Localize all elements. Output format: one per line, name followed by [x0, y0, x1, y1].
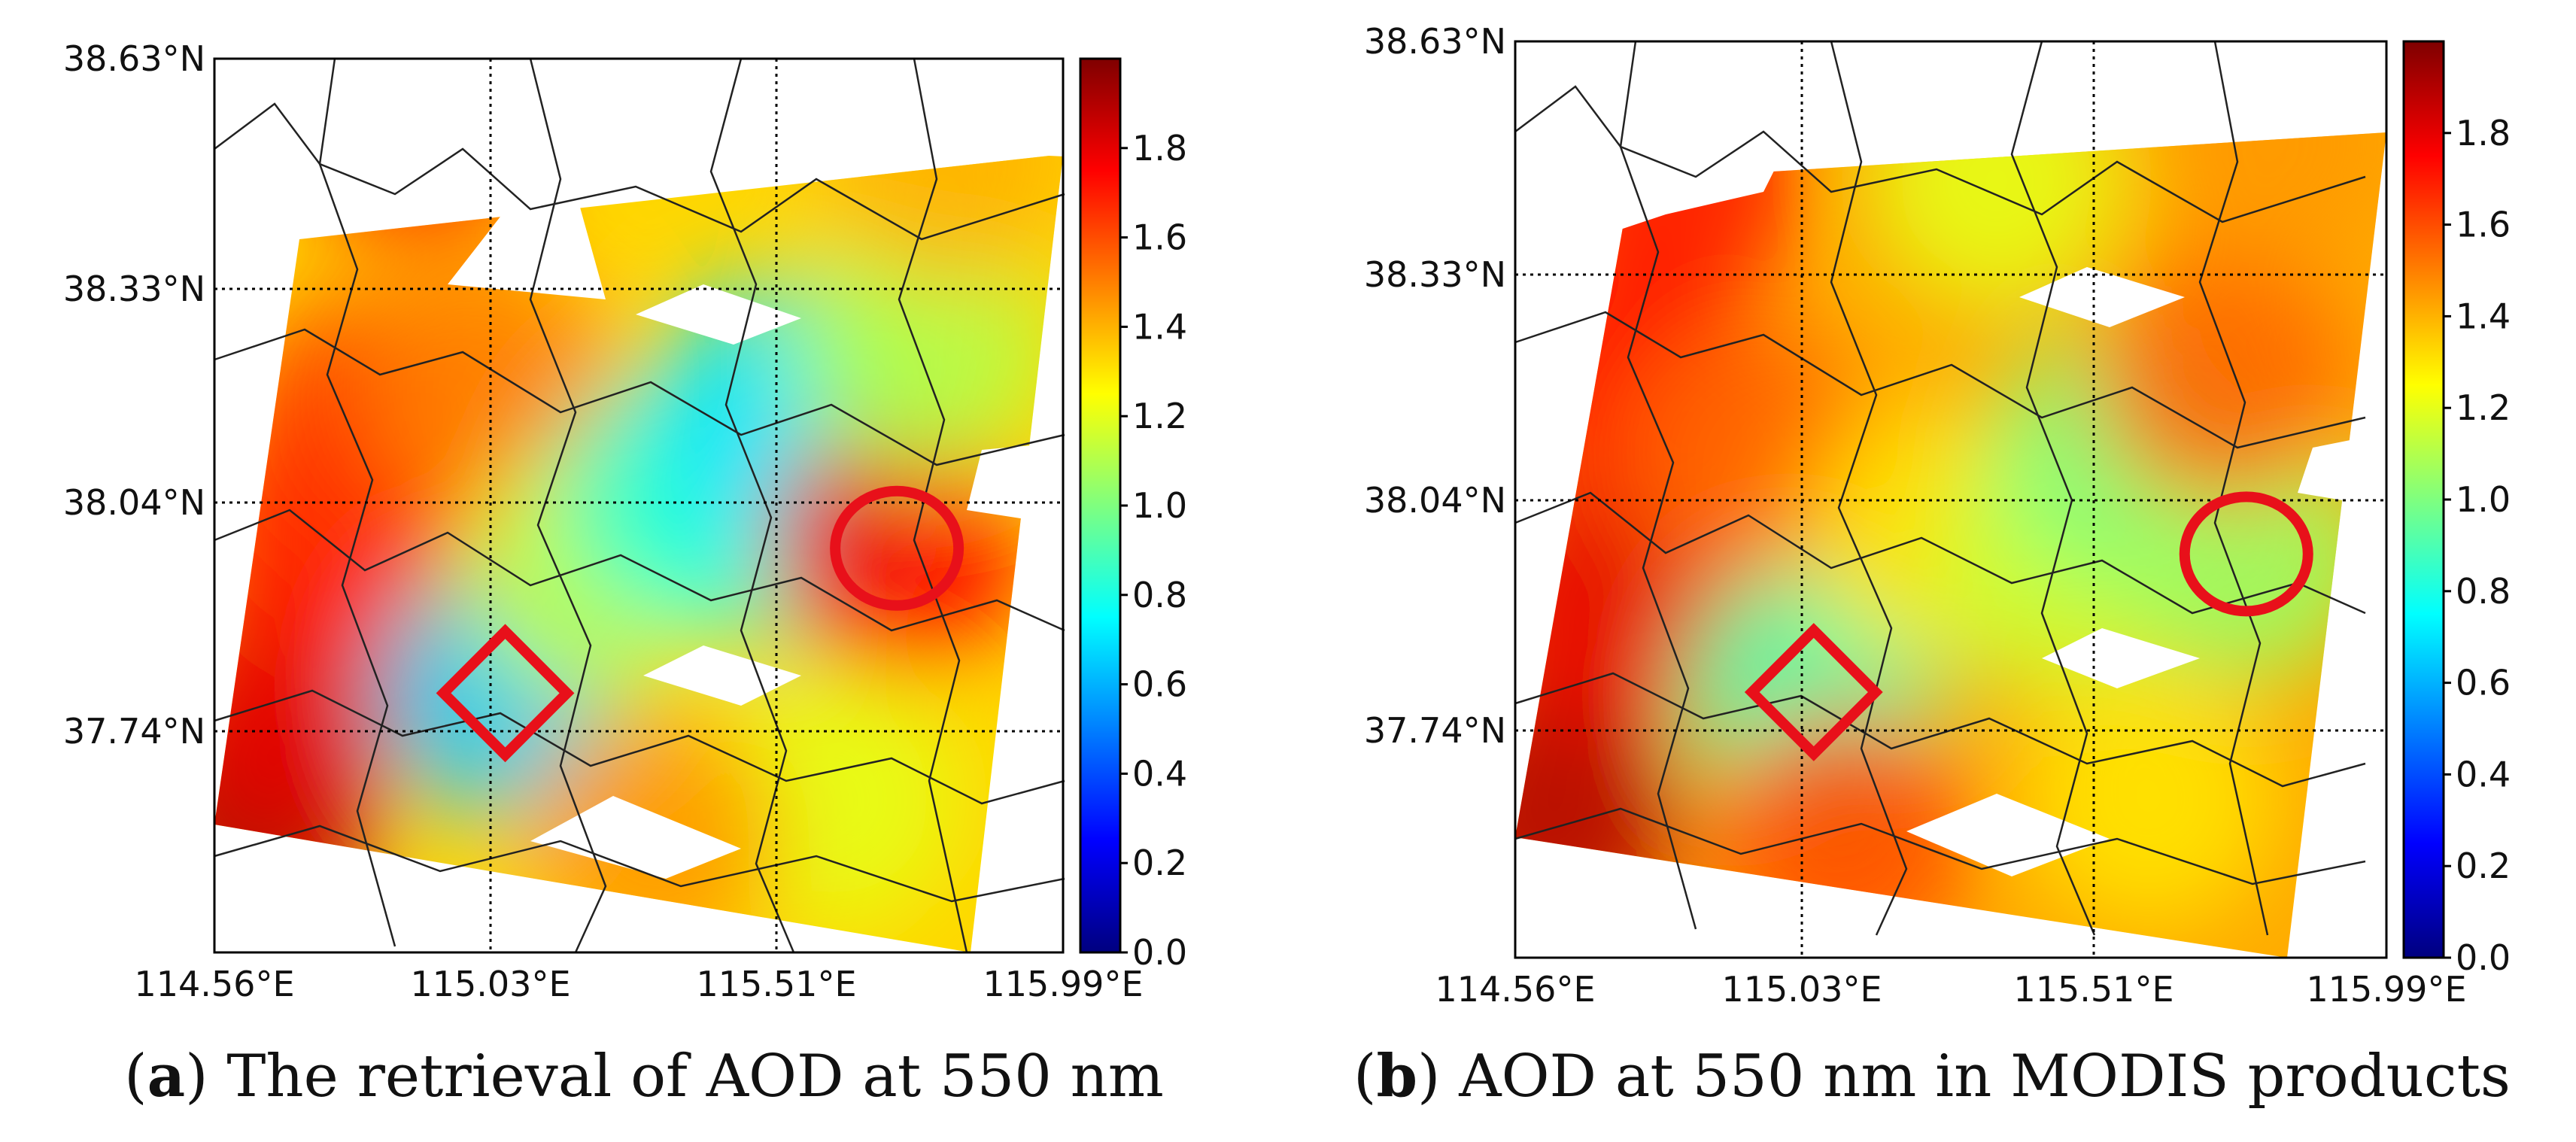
colorbar-tick-label: 1.6	[2456, 205, 2511, 245]
lon-tick-label: 114.56°E	[1435, 969, 1595, 1010]
colorbar-tick-label: 0.4	[2456, 754, 2511, 794]
colorbar-tick-label: 0.6	[2456, 663, 2511, 703]
colorbar-tick-label: 0.8	[2456, 571, 2511, 612]
tick-labels: 38.63°N 38.33°N 38.04°N 37.74°N 114.56°E 115.…	[1364, 21, 2467, 1010]
lon-tick-label: 115.03°E	[410, 964, 570, 1004]
caption-text: AOD at 550 nm in MODIS products	[1459, 1043, 2511, 1110]
map-frame	[213, 57, 1065, 954]
missing-region	[207, 51, 1065, 299]
missing-region	[2042, 628, 2200, 688]
boundary-line	[2198, 41, 2269, 936]
lat-tick-label: 38.33°N	[1364, 254, 1506, 295]
colorbar-ticks: 0.0 0.2 0.4 0.6 0.8 1.0 1.2 1.4 1.6 1.8	[1120, 128, 1187, 973]
colorbar-tick-label: 0.0	[2456, 937, 2511, 978]
colorbar-tick-label: 0.8	[1132, 575, 1187, 615]
colorbar	[1079, 57, 1122, 954]
boundary-line	[1514, 672, 2366, 788]
aod-sample	[792, 220, 1049, 476]
gridlines	[214, 59, 1063, 952]
annotations	[1744, 491, 2313, 761]
colorbar-tick-label: 1.2	[1132, 396, 1187, 436]
caption-b: (b) AOD at 550 nm in MODIS products	[1353, 1042, 2511, 1110]
lon-tick-label: 115.99°E	[2306, 969, 2466, 1010]
boundary-line	[214, 825, 1065, 903]
colorbar-ticks: 0.0 0.2 0.4 0.6 0.8 1.0 1.2 1.4 1.6 1.8	[2444, 113, 2511, 978]
missing-region	[1906, 794, 2110, 876]
colorbar-tick-label: 1.0	[2456, 479, 2511, 520]
lat-tick-label: 38.04°N	[63, 482, 205, 523]
colorbar-tick-label: 1.0	[1132, 485, 1187, 526]
boundary-line	[318, 58, 396, 947]
gridlines	[1515, 41, 2386, 958]
annotations	[436, 485, 964, 763]
missing-region	[636, 284, 801, 345]
caption-letter: a	[147, 1042, 186, 1110]
circle-marker	[830, 485, 964, 611]
colorbar-tick-label: 1.4	[2456, 296, 2511, 336]
aod-sample	[1868, 132, 2125, 309]
boundary-line	[1514, 311, 2366, 449]
caption-a: (a) The retrieval of AOD at 550 nm	[124, 1042, 1164, 1110]
tick-labels: 38.63°N 38.33°N 38.04°N 37.74°N 114.56°E 115.…	[63, 38, 1144, 1004]
colorbar-tick-label: 0.2	[2456, 846, 2511, 886]
colorbar-tick-label: 1.4	[1132, 306, 1187, 347]
missing-gaps	[1508, 34, 2388, 876]
panel-b: 38.63°N 38.33°N 38.04°N 37.74°N 114.56°E 115.…	[1288, 0, 2576, 1142]
lon-tick-label: 115.99°E	[983, 964, 1143, 1004]
missing-gaps	[207, 51, 1065, 879]
colorbar-tick-label: 0.0	[1132, 932, 1187, 973]
colorbar-tick-label: 0.2	[1132, 843, 1187, 883]
aod-sample	[359, 257, 615, 513]
colorbar-tick-label: 1.8	[2456, 113, 2511, 153]
boundary-line	[214, 689, 1065, 805]
missing-region	[967, 442, 1065, 525]
boundary-line	[529, 58, 607, 953]
aod-sample	[769, 420, 1025, 676]
boundary-line	[1514, 807, 2366, 885]
diamond-marker	[1744, 623, 1883, 761]
colorbar-tick-label: 1.2	[2456, 387, 2511, 428]
lat-tick-label: 37.74°N	[1364, 710, 1506, 751]
lon-tick-label: 114.56°E	[134, 964, 294, 1004]
boundary-line	[709, 58, 795, 953]
caption-letter: b	[1376, 1042, 1418, 1110]
missing-region	[2298, 433, 2388, 508]
colorbar-tick-label: 1.6	[1132, 217, 1187, 258]
missing-region	[643, 645, 801, 706]
lat-tick-label: 38.63°N	[1364, 21, 1506, 62]
lat-tick-label: 38.04°N	[1364, 480, 1506, 521]
aod-map-retrieval: 38.63°N 38.33°N 38.04°N 37.74°N 114.56°E 115.…	[63, 38, 1187, 1004]
lon-tick-label: 115.51°E	[2013, 969, 2174, 1010]
lat-tick-label: 38.33°N	[63, 269, 205, 309]
boundaries	[214, 58, 1065, 953]
lat-tick-label: 38.63°N	[63, 38, 205, 79]
panel-a: 38.63°N 38.33°N 38.04°N 37.74°N 114.56°E 115.…	[63, 38, 1187, 1110]
boundary-line	[214, 102, 1065, 241]
colorbar	[2402, 40, 2445, 959]
aod-sample	[2094, 248, 2350, 504]
aod-sample	[2143, 132, 2386, 271]
boundary-line	[898, 58, 968, 953]
missing-region	[1508, 34, 1816, 267]
circle-marker	[2179, 491, 2313, 617]
boundary-line	[1830, 41, 1908, 936]
aod-sample	[2021, 671, 2277, 928]
colorbar-tick-label: 0.4	[1132, 753, 1187, 794]
lon-tick-label: 115.03°E	[1721, 969, 1882, 1010]
lon-tick-label: 115.51°E	[696, 964, 856, 1004]
missing-region	[530, 796, 741, 879]
missing-region	[2019, 267, 2185, 327]
boundary-line	[214, 328, 1065, 466]
diamond-marker	[436, 624, 575, 763]
colorbar-tick-label: 1.8	[1132, 128, 1187, 169]
boundary-line	[214, 509, 1065, 632]
aod-map-modis: 38.63°N 38.33°N 38.04°N 37.74°N 114.56°E 115.…	[1364, 21, 2511, 1010]
boundary-line	[1514, 85, 2366, 223]
lat-tick-label: 37.74°N	[63, 711, 205, 752]
boundary-line	[1619, 41, 1697, 930]
map-frame	[1514, 40, 2388, 959]
colorbar-tick-label: 0.6	[1132, 664, 1187, 705]
caption-text: The retrieval of AOD at 550 nm	[226, 1043, 1164, 1110]
